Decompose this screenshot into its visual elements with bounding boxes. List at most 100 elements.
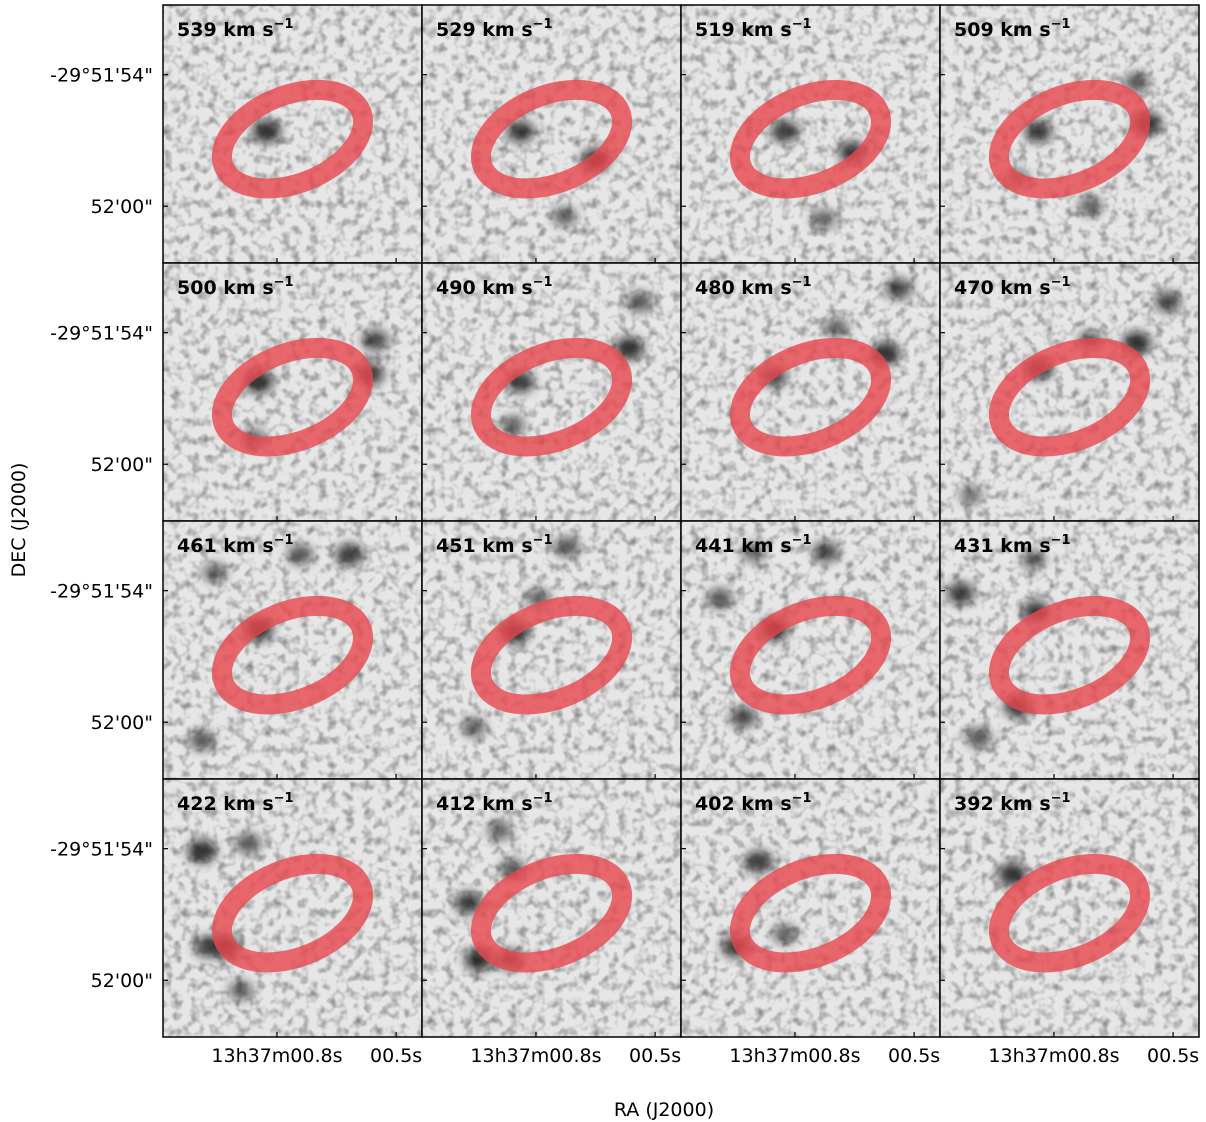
- emission-blob: [235, 833, 262, 854]
- y-tick-label: -29°51'54": [50, 323, 153, 345]
- aperture-ring: [211, 595, 374, 715]
- channel-panel-412: [422, 779, 681, 1037]
- panel-noise: [681, 521, 940, 779]
- emission-blob: [1154, 291, 1182, 313]
- emission-blob: [189, 730, 215, 751]
- aperture-ring: [988, 595, 1151, 715]
- emission-blob: [202, 563, 227, 583]
- panel-noise: [940, 263, 1199, 521]
- aperture-ring: [729, 595, 892, 715]
- emission-blob: [946, 582, 975, 605]
- emission-blob: [506, 120, 535, 143]
- panel-noise: [940, 779, 1199, 1037]
- x-tick-label: 13h37m00.8s: [988, 1045, 1119, 1067]
- emission-blob: [966, 727, 992, 748]
- emission-blob: [744, 850, 773, 873]
- aperture-ring: [729, 79, 892, 199]
- y-tick-label: 52'00": [91, 970, 153, 992]
- emission-blob: [1024, 120, 1053, 143]
- velocity-label: 392 km s−1: [954, 791, 1071, 815]
- panel-noise: [163, 5, 422, 263]
- emission-blob: [811, 209, 836, 229]
- emission-blob: [741, 542, 766, 562]
- channel-panel-490: [422, 263, 681, 521]
- channel-panel-470: [940, 263, 1199, 521]
- y-tick-label: 52'00": [91, 712, 153, 734]
- emission-blob: [812, 541, 840, 563]
- channel-panel-402: [681, 779, 940, 1037]
- emission-blob: [454, 891, 483, 914]
- emission-blob: [626, 291, 653, 312]
- channel-panel-451: [422, 521, 681, 779]
- channel-panel-529: [422, 5, 681, 263]
- x-tick-label: 00.5s: [629, 1045, 681, 1067]
- emission-blob: [187, 839, 217, 863]
- emission-blob: [362, 329, 389, 351]
- channel-panel-392: [940, 779, 1199, 1037]
- emission-blob: [554, 536, 580, 557]
- emission-blob: [959, 486, 983, 505]
- panel-noise: [422, 5, 681, 263]
- panel-noise: [940, 5, 1199, 263]
- aperture-ring: [470, 337, 633, 457]
- channel-panel-519: [681, 5, 940, 263]
- panel-noise: [163, 263, 422, 521]
- y-tick-label: -29°51'54": [50, 65, 153, 87]
- aperture-ring: [988, 79, 1151, 199]
- emission-blob: [1021, 550, 1046, 570]
- y-axis-title: DEC (J2000): [8, 463, 30, 578]
- channel-panel-500: [163, 263, 422, 521]
- emission-blob: [461, 717, 486, 737]
- y-tick-label: -29°51'54": [50, 839, 153, 861]
- aperture-ring: [988, 853, 1151, 973]
- x-axis-title: RA (J2000): [614, 1099, 714, 1121]
- panel-noise: [163, 779, 422, 1037]
- velocity-label: 441 km s−1: [695, 533, 812, 557]
- y-tick-label: -29°51'54": [50, 581, 153, 603]
- panel-noise: [681, 779, 940, 1037]
- emission-blob: [824, 318, 849, 337]
- channel-panel-431: [940, 521, 1199, 779]
- emission-blob: [729, 706, 757, 728]
- aperture-ring: [729, 853, 892, 973]
- y-tick-label: 52'00": [91, 454, 153, 476]
- x-tick-label: 13h37m00.8s: [211, 1045, 342, 1067]
- aperture-ring: [211, 853, 374, 973]
- aperture-ring: [211, 79, 374, 199]
- channel-panel-441: [681, 521, 940, 779]
- panel-noise: [422, 521, 681, 779]
- panels-layer: 539 km s−1-29°51'54"52'00"529 km s−1 519 …: [50, 4, 1200, 1067]
- x-tick-label: 13h37m00.8s: [729, 1045, 860, 1067]
- emission-blob: [1078, 196, 1103, 216]
- emission-blob: [487, 821, 512, 841]
- velocity-label: 490 km s−1: [436, 275, 553, 299]
- panel-frame: [939, 778, 1200, 1038]
- channel-panel-480: [681, 263, 940, 521]
- channel-panel-422: [163, 779, 422, 1037]
- channel-panel-461: [163, 521, 422, 779]
- aperture-ring: [211, 337, 374, 457]
- x-tick-label: 00.5s: [1147, 1045, 1199, 1067]
- aperture-ring: [729, 337, 892, 457]
- emission-blob: [1124, 72, 1150, 93]
- y-tick-label: 52'00": [91, 196, 153, 218]
- emission-blob: [552, 207, 577, 227]
- x-tick-label: 13h37m00.8s: [470, 1045, 601, 1067]
- labels-layer: RA (J2000) DEC (J2000): [8, 463, 714, 1121]
- emission-blob: [500, 416, 525, 436]
- emission-blob: [885, 278, 912, 300]
- panel-noise: [681, 263, 940, 521]
- emission-blob: [614, 336, 644, 360]
- emission-blob: [335, 543, 364, 566]
- aperture-ring: [470, 79, 633, 199]
- aperture-ring: [988, 337, 1151, 457]
- emission-blob: [707, 588, 733, 609]
- emission-blob: [252, 119, 281, 143]
- aperture-ring: [470, 595, 633, 715]
- channel-panel-539: [163, 5, 422, 263]
- panel-noise: [681, 5, 940, 263]
- emission-blob: [772, 924, 797, 944]
- x-tick-label: 00.5s: [888, 1045, 940, 1067]
- emission-blob: [287, 544, 313, 565]
